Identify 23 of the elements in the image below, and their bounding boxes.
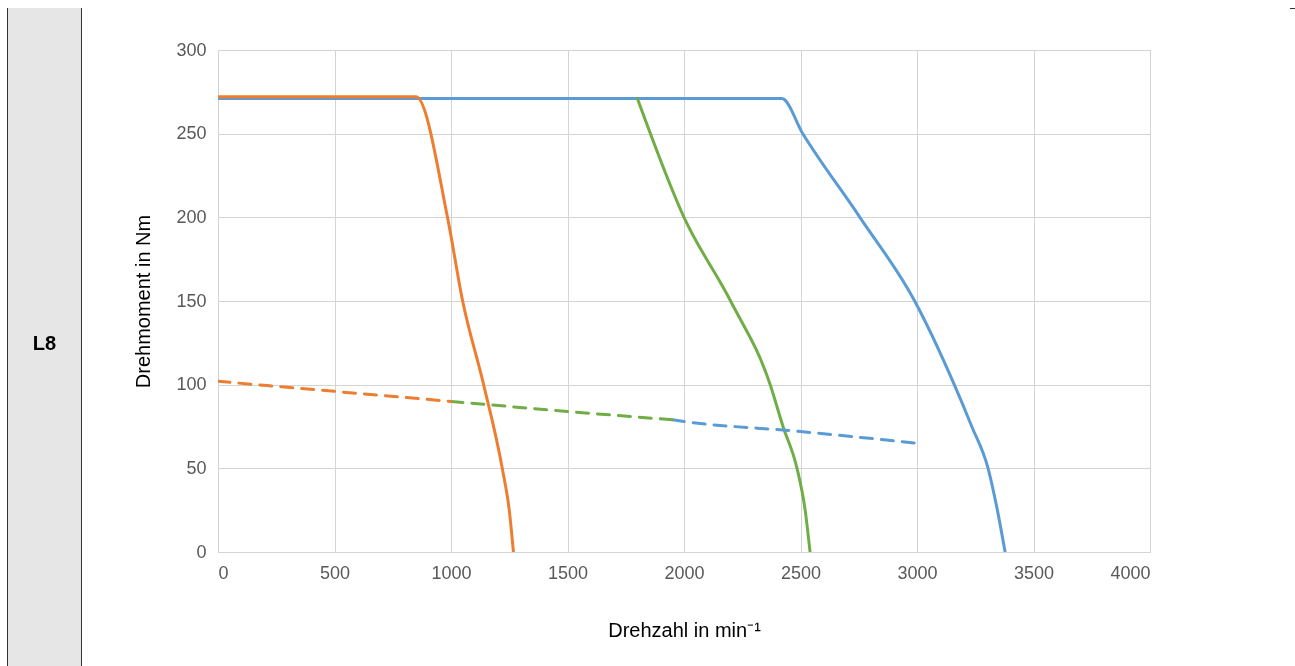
y-tick-label: 50 <box>186 457 207 478</box>
x-tick-label: 3000 <box>897 562 938 583</box>
y-axis-title: Drehmoment in Nm <box>132 214 155 389</box>
text: L8 <box>31 332 58 355</box>
x-tick-label: 3500 <box>1013 562 1055 583</box>
y-tick-label: 250 <box>176 123 207 144</box>
line-series <box>218 95 515 552</box>
y-tick-label: 100 <box>176 374 207 395</box>
x-tick-label: 4000 <box>1110 562 1151 583</box>
x-tick-label: 1500 <box>547 562 589 583</box>
y-tick-label: 0 <box>196 541 207 562</box>
x-tick-label: 500 <box>319 562 351 583</box>
y-tick-label: 200 <box>176 206 207 227</box>
line-series <box>670 418 919 445</box>
x-tick-label: 2000 <box>664 562 705 583</box>
x-tick-label: 0 <box>218 562 229 583</box>
line-series <box>635 97 812 552</box>
x-tick-label: 2500 <box>780 562 822 583</box>
y-tick-label: 150 <box>176 290 207 311</box>
x-tick-label: 1000 <box>431 562 472 583</box>
line-series <box>218 97 1007 552</box>
x-axis-title: Drehzahl in min⁻¹ <box>608 618 762 641</box>
y-tick-label: 300 <box>176 39 207 60</box>
